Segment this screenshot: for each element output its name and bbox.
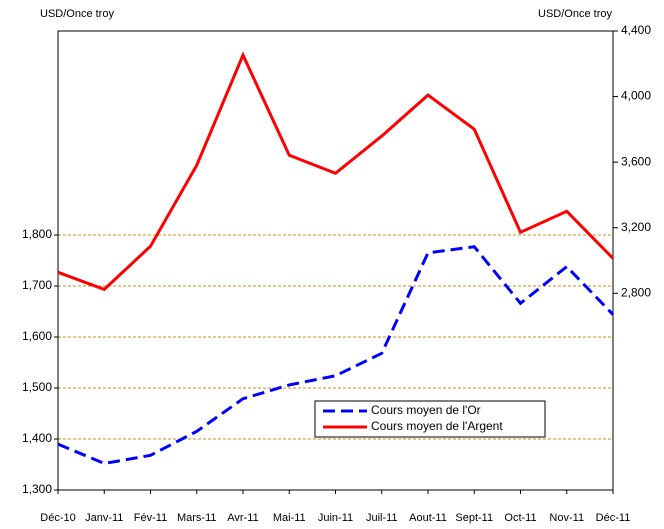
- y-axis-title: USD/Once troy: [40, 8, 114, 20]
- y-tick-label: 1,300: [22, 482, 52, 496]
- y2-tick-label: 3,200: [621, 220, 651, 234]
- y-tick-label: 1,700: [22, 278, 52, 292]
- x-tick-label: Juil-11: [366, 512, 398, 524]
- x-tick-label: Avr-11: [227, 512, 258, 524]
- x-tick-label: Déc-11: [596, 512, 631, 524]
- y2-axis-title: USD/Once troy: [538, 8, 612, 20]
- y-tick-label: 1,800: [22, 227, 52, 241]
- legend-label: Cours moyen de l'Or: [371, 403, 481, 417]
- x-tick-label: Mai-11: [273, 512, 306, 524]
- x-tick-label: Juin-11: [318, 512, 353, 524]
- x-tick-label: Nov-11: [549, 512, 584, 524]
- y-tick-label: 1,400: [22, 431, 52, 445]
- x-tick-label: Déc-10: [40, 512, 75, 524]
- y2-tick-label: 2,800: [621, 285, 651, 299]
- series-line: [57, 51, 615, 292]
- x-tick-label: Oct-11: [504, 512, 536, 524]
- series-line: [57, 245, 615, 466]
- y-tick-label: 1,500: [22, 380, 52, 394]
- y-tick-label: 1,600: [22, 329, 52, 343]
- legend-label: Cours moyen de l'Argent: [371, 419, 503, 433]
- x-tick-label: Sept-11: [455, 512, 493, 524]
- y2-tick-label: 4,000: [621, 89, 651, 103]
- x-tick-label: Fév-11: [134, 512, 167, 524]
- y2-tick-label: 3,600: [621, 154, 651, 168]
- y2-tick-label: 4,400: [621, 23, 651, 37]
- x-tick-label: Janv-11: [85, 512, 123, 524]
- x-tick-label: Mars-11: [177, 512, 217, 524]
- x-tick-label: Aout-11: [409, 512, 447, 524]
- legend-box: [314, 400, 546, 438]
